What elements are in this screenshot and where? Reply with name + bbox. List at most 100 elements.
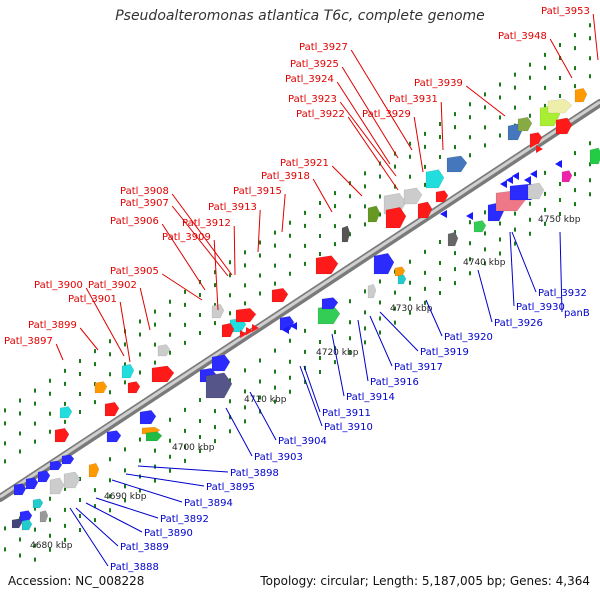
forward-gene-leader-line — [413, 116, 424, 173]
forward-gene-label[interactable]: Patl_3953 — [541, 6, 590, 17]
track-tick-mark — [379, 279, 381, 284]
track-tick-mark — [349, 194, 351, 199]
reverse-gene-leader-line — [137, 465, 229, 473]
track-tick-mark — [499, 221, 501, 226]
reverse-gene-label[interactable]: Patl_3904 — [278, 436, 327, 447]
forward-gene-label[interactable]: Patl_3924 — [285, 74, 334, 85]
forward-gene-leader-line — [161, 223, 206, 291]
track-tick-mark — [154, 464, 156, 469]
track-tick-mark — [304, 210, 306, 215]
track-tick-mark — [349, 336, 351, 341]
forward-gene-label[interactable]: Patl_3923 — [288, 94, 337, 105]
track-tick-mark — [394, 290, 396, 295]
track-tick-mark — [94, 349, 96, 354]
forward-gene-label[interactable]: Patl_3899 — [28, 320, 77, 331]
track-tick-mark — [544, 103, 546, 108]
kbp-position-label: 4690 kbp — [104, 492, 147, 502]
reverse-gene-block — [61, 454, 75, 465]
track-tick-mark — [139, 332, 141, 337]
reverse-gene-label[interactable]: Patl_3930 — [516, 302, 565, 313]
track-tick-mark — [139, 458, 141, 463]
forward-gene-label[interactable]: Patl_3922 — [296, 109, 345, 120]
forward-gene-label[interactable]: Patl_3901 — [68, 294, 117, 305]
reverse-gene-label[interactable]: Patl_3890 — [144, 528, 193, 539]
reverse-gene-label[interactable]: Patl_3903 — [254, 452, 303, 463]
track-tick-mark — [559, 75, 561, 80]
track-tick-mark — [469, 115, 471, 120]
track-tick-mark — [34, 401, 36, 406]
forward-gene-label[interactable]: Patl_3921 — [280, 158, 329, 169]
track-tick-mark — [109, 339, 111, 344]
forward-gene-label[interactable]: Patl_3913 — [208, 202, 257, 213]
track-tick-mark — [79, 409, 81, 414]
forward-gene-label[interactable]: Patl_3948 — [498, 31, 547, 42]
forward-gene-label[interactable]: Patl_3939 — [414, 78, 463, 89]
track-tick-mark — [49, 429, 51, 434]
reverse-gene-label[interactable]: panB — [564, 308, 590, 319]
track-tick-mark — [214, 270, 216, 275]
forward-gene-label[interactable]: Patl_3925 — [290, 59, 339, 70]
track-tick-mark — [94, 504, 96, 509]
reverse-gene-label[interactable]: Patl_3898 — [230, 468, 279, 479]
reverse-gene-label[interactable]: Patl_3926 — [494, 318, 543, 329]
track-tick-mark — [409, 174, 411, 179]
track-tick-mark — [139, 488, 141, 493]
forward-gene-label[interactable]: Patl_3907 — [120, 198, 169, 209]
reverse-gene-label[interactable]: Patl_3889 — [120, 542, 169, 553]
forward-gene-label[interactable]: Patl_3912 — [182, 218, 231, 229]
reverse-gene-label[interactable]: Patl_3892 — [160, 514, 209, 525]
forward-gene-label[interactable]: Patl_3908 — [120, 186, 169, 197]
reverse-gene-label[interactable]: Patl_3919 — [420, 347, 469, 358]
reverse-gene-label[interactable]: Patl_3911 — [322, 408, 371, 419]
reverse-gene-label[interactable]: Patl_3914 — [346, 392, 395, 403]
reverse-gene-label[interactable]: Patl_3894 — [184, 498, 233, 509]
reverse-gene-leader-line — [357, 319, 369, 382]
track-tick-mark — [529, 201, 531, 206]
track-tick-mark — [349, 232, 351, 237]
reverse-gene-label[interactable]: Patl_3895 — [206, 482, 255, 493]
reverse-gene-label[interactable]: Patl_3917 — [394, 362, 443, 373]
track-tick-mark — [184, 340, 186, 345]
forward-gene-block — [235, 307, 257, 323]
track-tick-mark — [244, 283, 246, 288]
forward-gene-label[interactable]: Patl_3897 — [4, 336, 53, 347]
reverse-gene-block — [139, 409, 157, 425]
track-tick-mark — [454, 230, 456, 235]
track-tick-mark — [19, 449, 21, 454]
reverse-gene-label[interactable]: Patl_3888 — [110, 562, 159, 573]
forward-gene-label[interactable]: Patl_3902 — [88, 280, 137, 291]
track-tick-mark — [259, 253, 261, 258]
forward-gene-block — [59, 406, 73, 419]
forward-gene-label[interactable]: Patl_3929 — [362, 109, 411, 120]
track-tick-mark — [79, 527, 81, 532]
reverse-gene-label[interactable]: Patl_3932 — [538, 288, 587, 299]
map-title: Pseudoalteromonas atlantica T6c, complet… — [115, 8, 485, 24]
reverse-gene-block — [397, 274, 407, 285]
reverse-gene-leader-line — [69, 507, 109, 567]
forward-gene-label[interactable]: Patl_3900 — [34, 280, 83, 291]
forward-gene-label[interactable]: Patl_3906 — [110, 216, 159, 227]
reverse-gene-label[interactable]: Patl_3910 — [324, 422, 373, 433]
forward-gene-label[interactable]: Patl_3931 — [389, 94, 438, 105]
reverse-gene-leader-line — [477, 269, 493, 323]
track-tick-mark — [499, 82, 501, 87]
reverse-gene-label[interactable]: Patl_3920 — [444, 332, 493, 343]
track-tick-mark — [124, 362, 126, 367]
track-tick-mark — [589, 162, 591, 167]
genome-backbone-highlight — [0, 100, 600, 499]
forward-gene-label[interactable]: Patl_3909 — [162, 232, 211, 243]
forward-gene-label[interactable]: Patl_3927 — [299, 42, 348, 53]
track-tick-mark — [589, 192, 591, 197]
forward-gene-block — [211, 303, 225, 319]
forward-gene-label[interactable]: Patl_3918 — [261, 171, 310, 182]
track-tick-mark — [289, 359, 291, 364]
reverse-gene-block — [367, 283, 377, 299]
reverse-gene-block — [473, 220, 487, 233]
track-tick-mark — [454, 145, 456, 150]
forward-gene-label[interactable]: Patl_3915 — [233, 186, 282, 197]
forward-gene-label[interactable]: Patl_3905 — [110, 266, 159, 277]
track-tick-mark — [124, 468, 126, 473]
reverse-gene-label[interactable]: Patl_3916 — [370, 377, 419, 388]
forward-gene-leader-line — [341, 66, 399, 159]
reverse-gene-arrow — [500, 180, 507, 188]
